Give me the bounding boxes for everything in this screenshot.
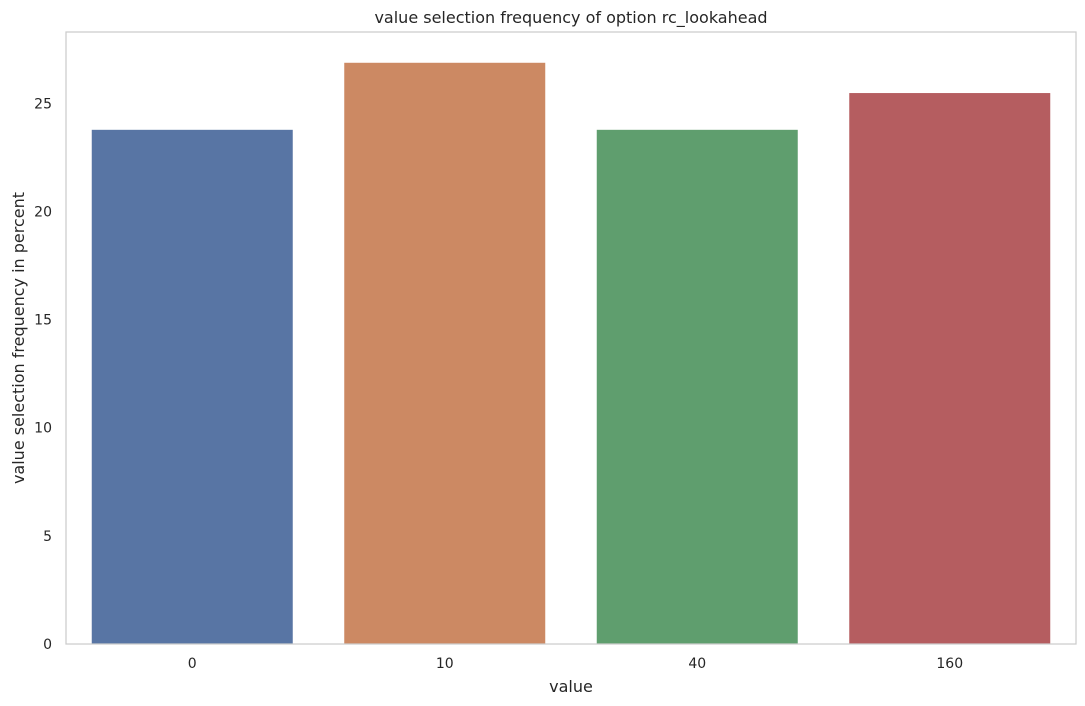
bar-10 [343, 61, 547, 645]
bar-40 [595, 128, 799, 645]
x-tick-label: 0 [188, 656, 197, 672]
y-tick-label: 0 [43, 637, 52, 653]
y-axis-label: value selection frequency in percent [9, 192, 28, 484]
x-axis-ticks: 0 10 40 160 [188, 656, 963, 672]
y-axis-ticks: 0 5 10 15 20 25 [34, 96, 52, 653]
chart-title: value selection frequency of option rc_l… [374, 8, 767, 28]
plot-frame [65, 31, 1077, 645]
x-axis-label: value [549, 677, 593, 696]
y-tick-label: 20 [34, 204, 52, 220]
y-tick-label: 10 [34, 421, 52, 437]
x-tick-label: 160 [936, 656, 963, 672]
x-tick-label: 40 [688, 656, 706, 672]
x-tick-label: 10 [436, 656, 454, 672]
y-tick-label: 5 [43, 529, 52, 545]
y-tick-label: 25 [34, 96, 52, 112]
bar-160 [848, 92, 1052, 645]
y-tick-label: 15 [34, 313, 52, 329]
bars-group [90, 61, 1052, 645]
bar-0 [90, 128, 294, 645]
